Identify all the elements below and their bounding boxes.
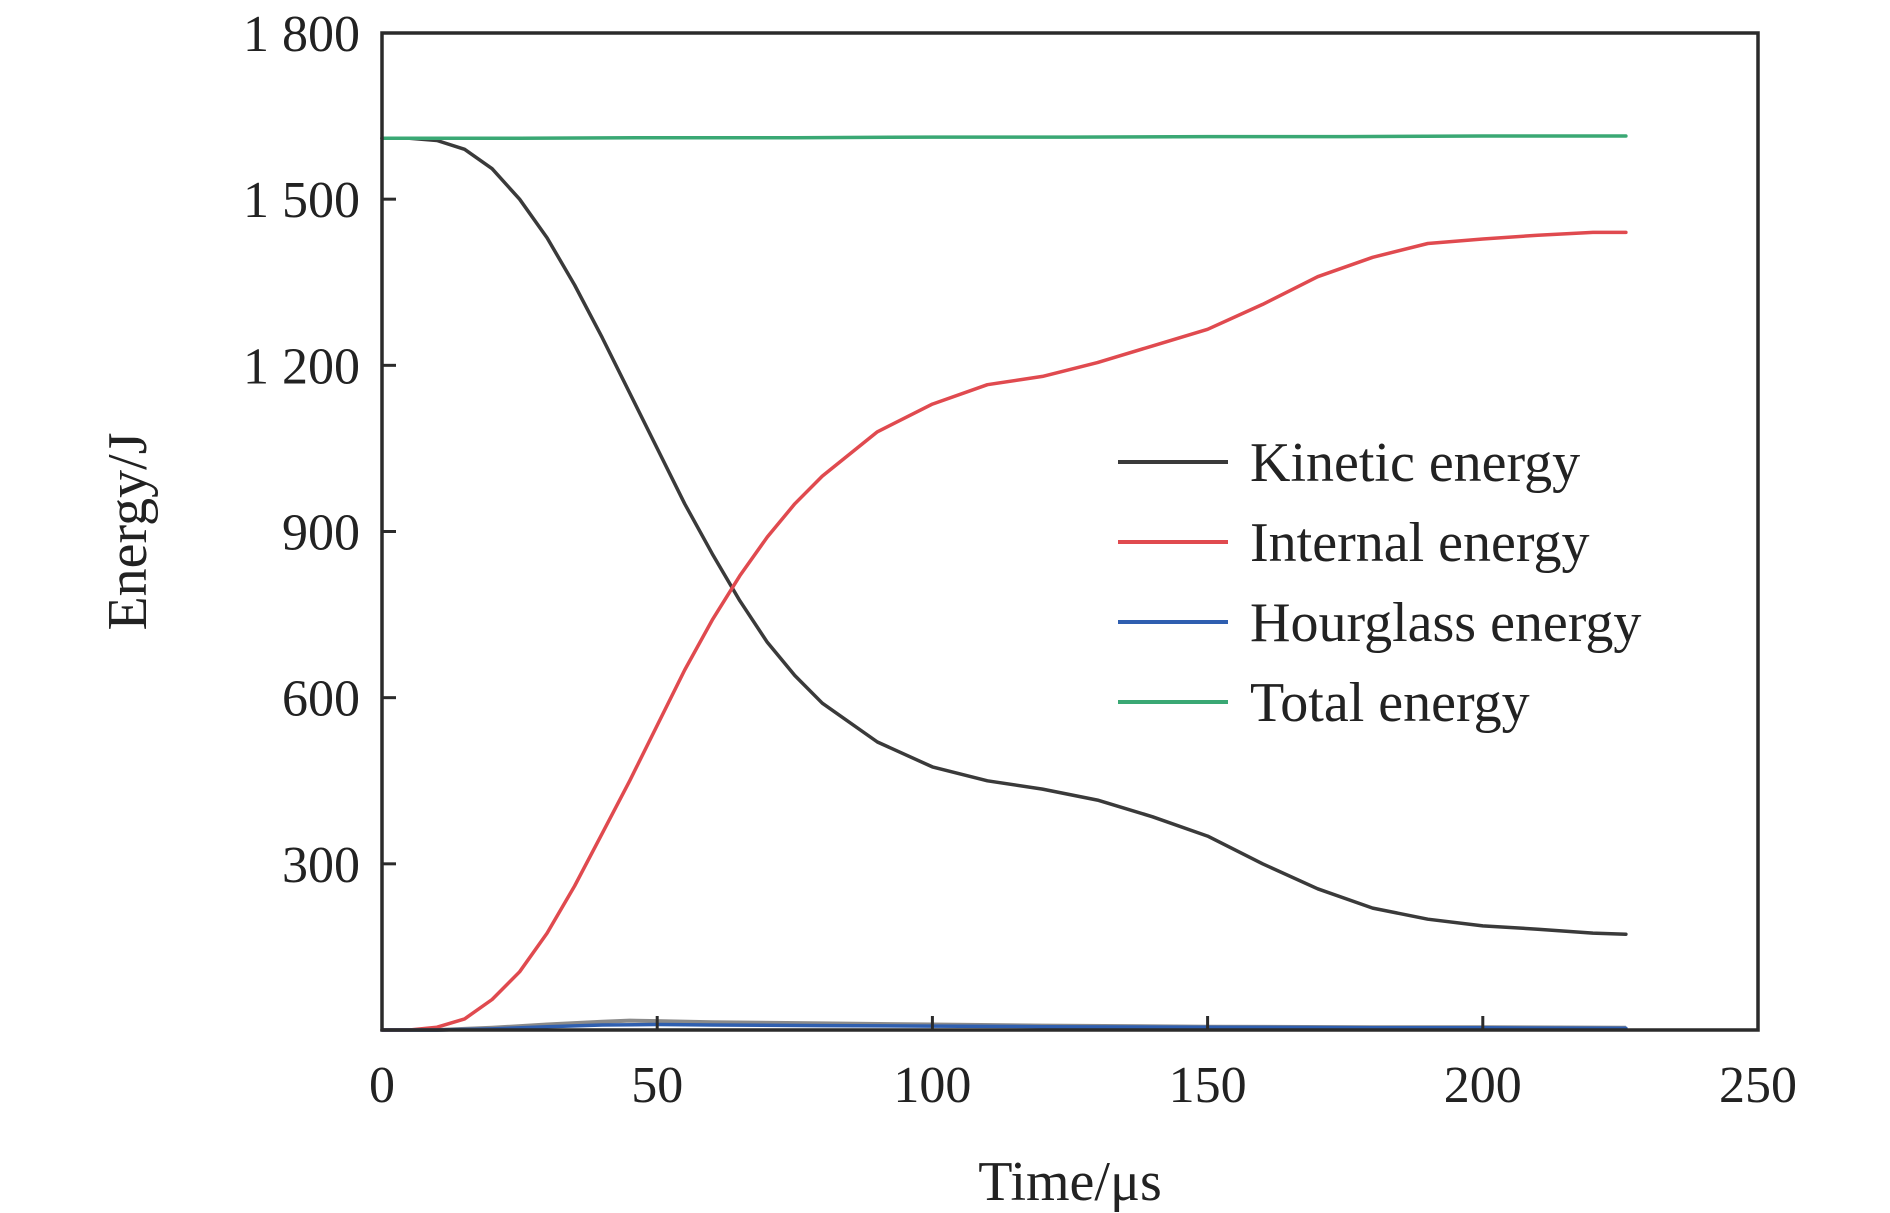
- series-line-internal-energy: [380, 230, 1628, 1032]
- x-tick-label: 150: [1169, 1057, 1247, 1114]
- x-tick-label: 0: [369, 1057, 395, 1114]
- x-tick-label: 200: [1444, 1057, 1522, 1114]
- y-tick-label: 600: [282, 671, 360, 728]
- y-tick-label: 1 800: [243, 6, 360, 63]
- legend-label-hourglass-energy: Hourglass energy: [1250, 592, 1641, 654]
- y-tick-label: 1 200: [243, 338, 360, 395]
- y-tick-label: 1 500: [243, 172, 360, 229]
- x-tick-label: 50: [631, 1057, 683, 1114]
- x-axis-title: Time/μs: [978, 1151, 1162, 1213]
- axis-ticks: [382, 197, 1485, 1030]
- legend-label-total-energy: Total energy: [1250, 672, 1530, 734]
- y-tick-label: 300: [282, 837, 360, 894]
- plot-frame: [380, 31, 1760, 1032]
- axis-tick-labels: 0 50 100 150 200 250 300 600 900 1 200 1 500 1 800: [243, 6, 1797, 1114]
- series-line-total-energy: [380, 134, 1628, 140]
- series-lines: [380, 134, 1628, 1032]
- x-tick-label: 250: [1719, 1057, 1797, 1114]
- y-tick-label: 900: [282, 505, 360, 562]
- series-line-kinetic-energy: [380, 136, 1628, 936]
- legend-label-kinetic-energy: Kinetic energy: [1250, 432, 1580, 494]
- legend-label-internal-energy: Internal energy: [1250, 512, 1589, 574]
- x-tick-label: 100: [893, 1057, 971, 1114]
- legend: Kinetic energy Internal energy Hourglass e…: [1118, 432, 1641, 734]
- y-axis-title: Energy/J: [97, 432, 159, 630]
